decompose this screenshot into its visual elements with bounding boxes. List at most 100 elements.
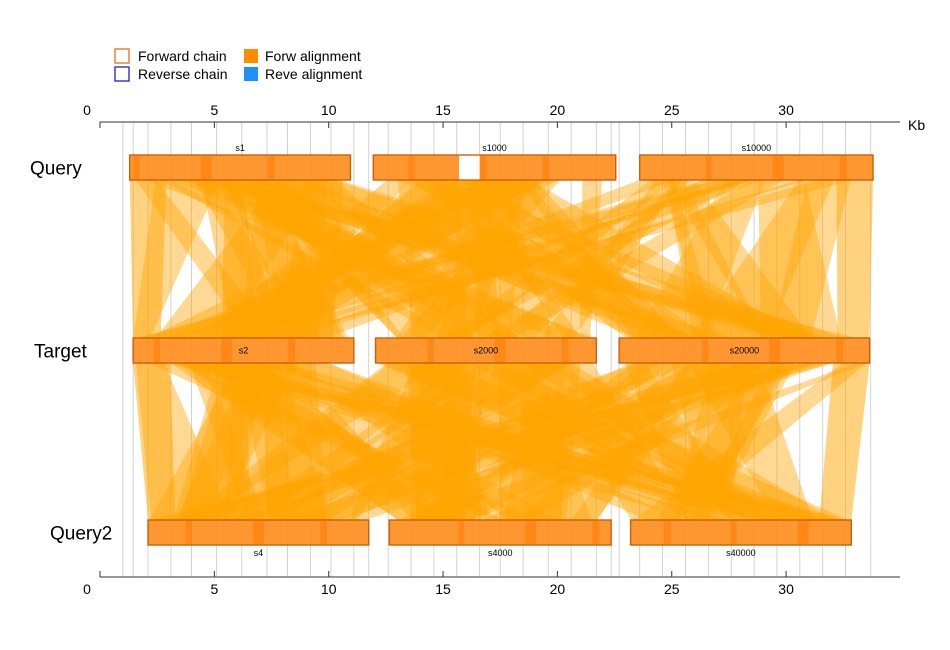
- alignment-block: [427, 339, 434, 362]
- alignment-ribbon: [410, 180, 694, 338]
- alignment-ribbon: [624, 363, 748, 520]
- axis-tick-label: 10: [321, 102, 337, 118]
- alignment-ribbon: [274, 180, 808, 338]
- chain-block-s1: [129, 154, 352, 181]
- alignment-ribbon: [148, 363, 541, 520]
- alignment-ribbon: [256, 363, 847, 520]
- alignment-ribbon: [198, 363, 466, 520]
- bottom-axis: 0 5 10 15 20 25 30: [83, 571, 900, 597]
- alignment-ribbon: [217, 180, 548, 338]
- alignment-ribbon: [178, 180, 823, 338]
- alignment-ribbon: [166, 180, 755, 338]
- alignment-ribbon: [179, 363, 694, 520]
- alignment-ribbon: [175, 363, 283, 520]
- alignment-ribbon: [836, 180, 874, 338]
- alignment-block: [769, 339, 781, 362]
- alignment-ribbon: [180, 363, 445, 520]
- alignment-ribbon: [129, 180, 167, 338]
- alignment-ribbon: [259, 363, 573, 520]
- alignment-block: [702, 339, 709, 362]
- alignment-ribbon: [236, 363, 333, 520]
- alignment-ribbon: [376, 363, 764, 520]
- alignment-ribbon: [279, 180, 803, 338]
- alignment-ribbon: [422, 363, 553, 520]
- alignment-block: [797, 521, 809, 544]
- alignment-ribbon: [251, 180, 542, 338]
- alignment-ribbon: [248, 180, 477, 338]
- alignment-ribbon: [229, 363, 453, 520]
- alignment-ribbon: [411, 363, 483, 520]
- reve-alignment-swatch: [244, 67, 258, 81]
- alignment-ribbon: [458, 180, 807, 338]
- chains: s1 s1000 s10000 s2 s2000 s20000 s4 s4000 s40000: [129, 143, 874, 558]
- alignment-ribbon: [181, 363, 823, 520]
- alignment-block: [133, 156, 140, 179]
- alignment-ribbon: [444, 180, 676, 338]
- alignment-ribbon: [396, 180, 530, 338]
- alignment-ribbon: [520, 363, 694, 520]
- alignment-ribbon: [149, 363, 299, 520]
- alignment-ribbon: [136, 180, 728, 338]
- alignment-ribbon: [473, 180, 500, 338]
- alignment-ribbon: [176, 363, 503, 520]
- alignment-ribbon: [269, 180, 846, 338]
- alignment-ribbon: [672, 363, 786, 520]
- alignment-ribbon: [230, 180, 749, 338]
- alignment-ribbon: [148, 180, 518, 338]
- chain-name-label: s20000: [730, 346, 760, 356]
- legend-reverse-chain: Reverse chain: [138, 66, 228, 82]
- alignment-block: [663, 521, 671, 544]
- chain-name-label: s4000: [488, 548, 513, 558]
- alignment-block: [542, 156, 550, 179]
- chain-block-s10000: [639, 154, 874, 181]
- alignment-ribbon: [196, 180, 415, 338]
- alignment-ribbon: [164, 180, 551, 338]
- alignment-block: [221, 339, 233, 362]
- axis-unit-label: Kb: [908, 117, 925, 133]
- alignment-ribbon: [241, 180, 404, 338]
- alignment-ribbon: [210, 180, 521, 338]
- alignment-ribbon: [540, 180, 683, 338]
- unaligned-gap: [459, 155, 480, 180]
- alignment-block: [561, 339, 569, 362]
- alignment-ribbon: [656, 363, 791, 520]
- alignment-ribbon: [160, 180, 460, 338]
- forw-alignment-swatch: [244, 49, 258, 63]
- alignment-block: [475, 156, 487, 179]
- alignment-ribbon: [399, 363, 771, 520]
- alignment-ribbon: [280, 363, 774, 520]
- axis-tick-label: 0: [83, 581, 91, 597]
- alignment-ribbon: [468, 180, 682, 338]
- alignment-ribbon: [139, 180, 753, 338]
- alignment-block: [839, 156, 847, 179]
- alignment-ribbon: [435, 363, 754, 520]
- alignment-ribbon: [190, 363, 819, 520]
- alignment-ribbons: [129, 180, 874, 520]
- alignment-ribbon: [521, 363, 836, 520]
- alignment-block: [525, 521, 537, 544]
- axis-tick-label: 30: [778, 581, 794, 597]
- alignment-ribbon: [273, 363, 438, 520]
- alignment-ribbon: [224, 363, 298, 520]
- alignment-ribbon: [579, 180, 603, 338]
- legend-forw-alignment: Forw alignment: [265, 48, 361, 64]
- alignment-ribbon: [633, 363, 867, 520]
- alignment-block: [288, 339, 296, 362]
- alignment-ribbon: [758, 180, 841, 338]
- alignment-ribbon: [532, 363, 690, 520]
- row-label-query2: Query2: [50, 524, 112, 545]
- alignment-ribbon: [335, 363, 832, 520]
- alignment-ribbon: [173, 363, 842, 520]
- alignment-block: [772, 156, 784, 179]
- chain-block-s20000: [618, 337, 871, 364]
- axis-tick-label: 10: [321, 581, 337, 597]
- axis-tick-label: 30: [778, 102, 794, 118]
- alignment-block: [267, 156, 275, 179]
- legend: Forward chain Reverse chain Forw alignme…: [114, 48, 362, 82]
- alignment-ribbon: [771, 180, 851, 338]
- chain-name-label: s10000: [742, 143, 772, 153]
- alignment-ribbon: [401, 180, 561, 338]
- top-axis: 0 5 10 15 20 25 30 Kb: [83, 102, 925, 133]
- alignment-ribbon: [468, 180, 709, 338]
- axis-tick-label: 5: [210, 102, 218, 118]
